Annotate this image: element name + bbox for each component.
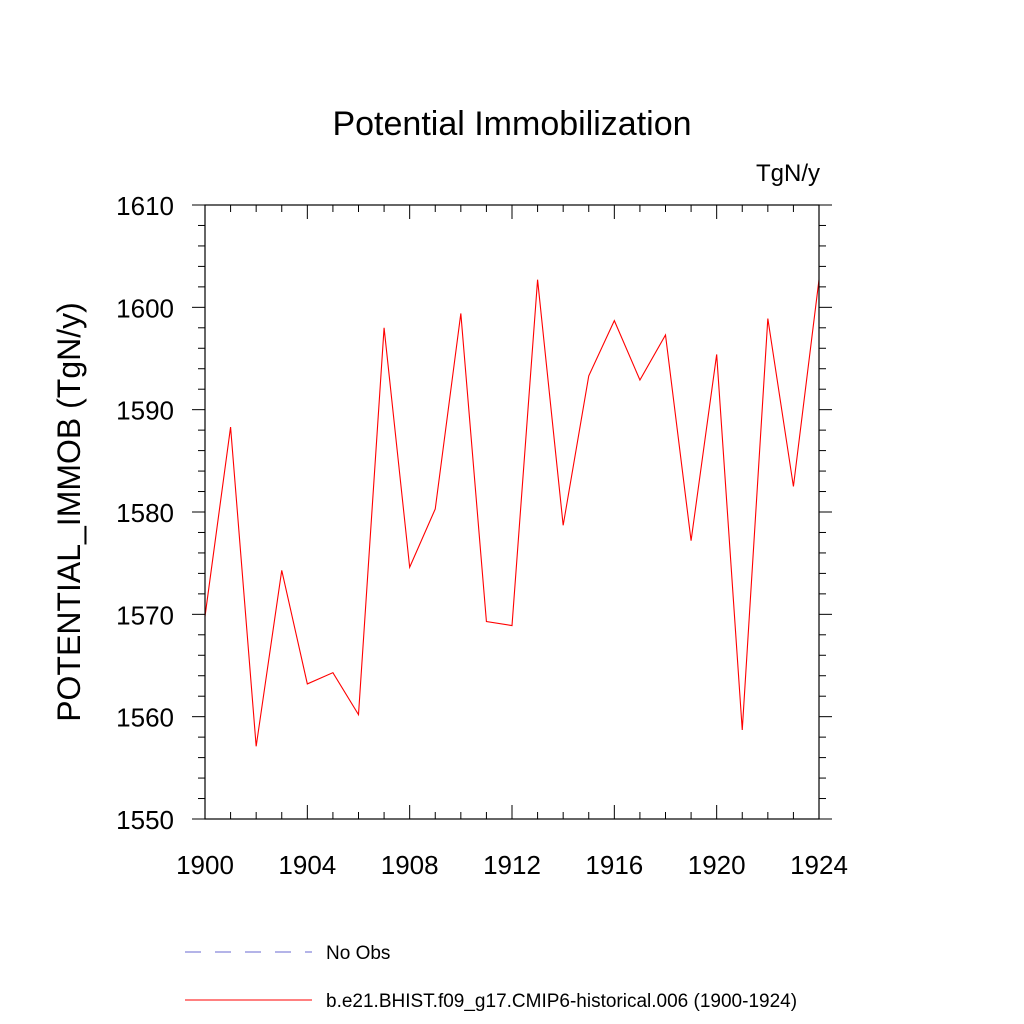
legend: No Obs b.e21.BHIST.f09_g17.CMIP6-historic… xyxy=(185,943,797,1012)
x-tick-label: 1900 xyxy=(176,850,234,880)
x-tick-label: 1916 xyxy=(585,850,643,880)
series-line xyxy=(204,279,820,747)
y-tick-label: 1600 xyxy=(116,293,174,323)
legend-label: b.e21.BHIST.f09_g17.CMIP6-historical.006… xyxy=(326,991,797,1012)
y-tick-label: 1590 xyxy=(116,396,174,426)
units-label: TgN/y xyxy=(756,160,820,187)
x-tick-label: 1904 xyxy=(278,850,336,880)
x-tick-label: 1924 xyxy=(790,850,848,880)
chart-title: Potential Immobilization xyxy=(332,105,691,143)
x-tick-label: 1912 xyxy=(483,850,541,880)
y-tick-label: 1610 xyxy=(116,191,174,221)
y-tick-label: 1580 xyxy=(116,498,174,528)
x-tick-label: 1920 xyxy=(688,850,746,880)
x-tick-label: 1908 xyxy=(381,850,439,880)
legend-label: No Obs xyxy=(326,943,390,964)
y-tick-label: 1570 xyxy=(116,600,174,630)
y-axis-label: POTENTIAL_IMMOB (TgN/y) xyxy=(51,302,87,722)
tick-labels: 1900 1904 1908 1912 1916 1920 1924 1550 1560 1570… xyxy=(116,191,848,880)
axis-ticks xyxy=(192,204,832,820)
series-layer xyxy=(204,279,820,747)
y-tick-label: 1550 xyxy=(116,805,174,835)
plot-frame xyxy=(204,204,820,820)
y-tick-label: 1560 xyxy=(116,703,174,733)
